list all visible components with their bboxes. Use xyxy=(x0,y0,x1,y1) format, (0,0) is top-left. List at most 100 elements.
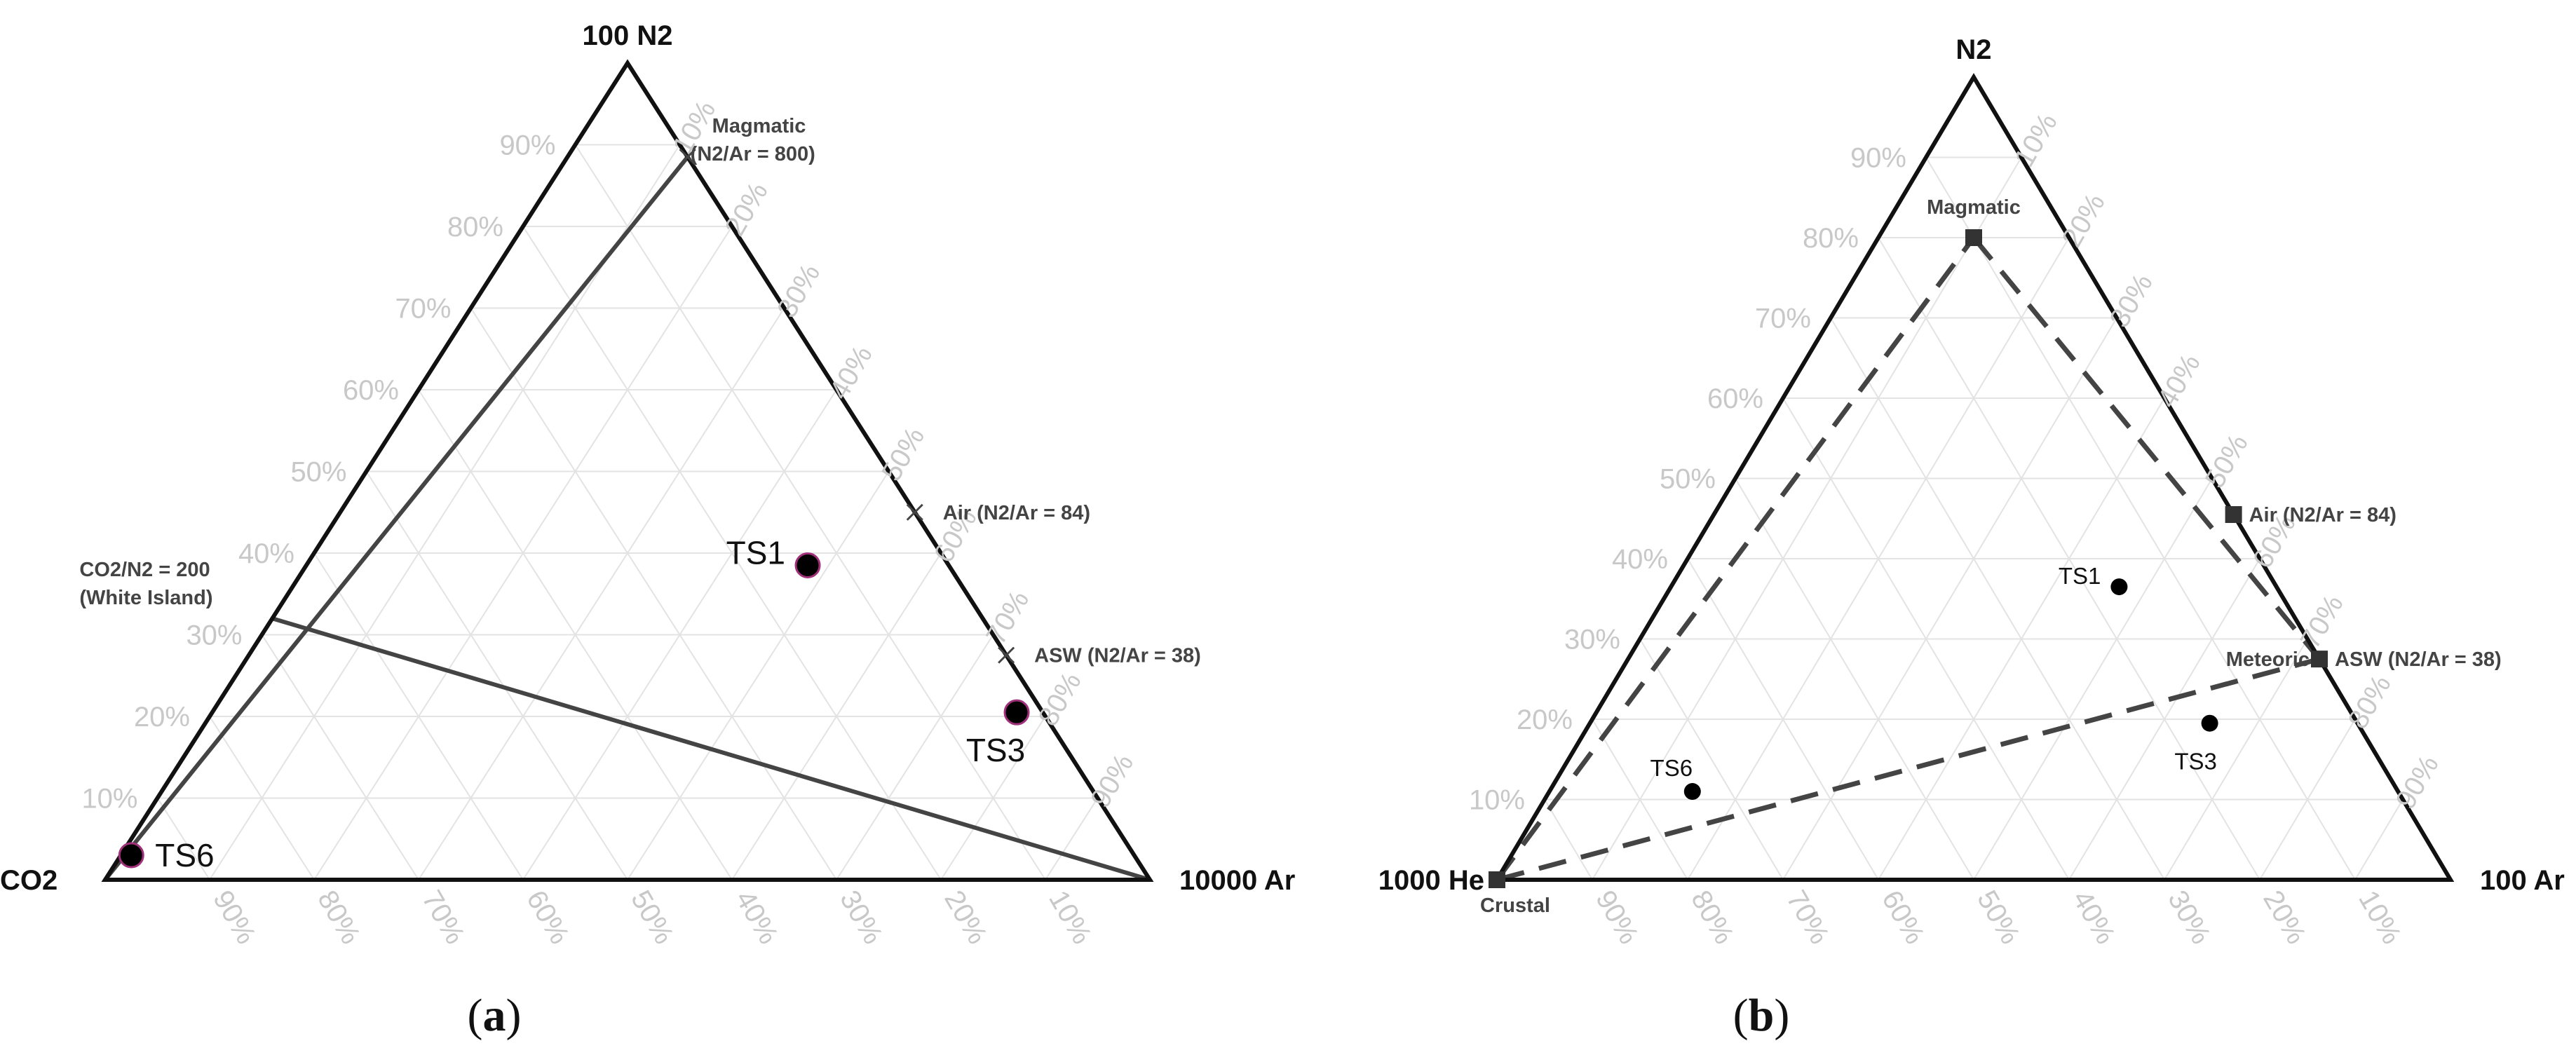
endmember-marker: Crustal xyxy=(1480,871,1550,917)
mixing-lines-b xyxy=(1495,236,2321,883)
tick-label-left: 40% xyxy=(1612,544,1668,575)
sample-marker xyxy=(2110,578,2128,596)
marker-label-line: (N2/Ar = 800) xyxy=(691,143,815,165)
grid-line xyxy=(470,307,837,880)
co2-n2-label: CO2/N2 = 200 (White Island) xyxy=(79,559,212,609)
reference-marker: Magmatic (N2/Ar = 800) xyxy=(679,115,815,166)
tick-label-right: 40% xyxy=(2152,349,2206,413)
vertex-label-top-b: N2 xyxy=(1955,34,1991,65)
magmatic-mixing-line xyxy=(103,156,690,881)
tick-labels-b: 10% 10% 10% 20% 20% 20% 30% 30% 30% 40% 40% 40% 50% 5… xyxy=(1469,108,2445,949)
grid-line xyxy=(156,797,210,880)
tick-label-bottom: 60% xyxy=(520,885,575,949)
sample-marker xyxy=(2201,714,2218,732)
cross-marker xyxy=(679,148,696,166)
endmember-markers-b: Magmatic Air (N2/Ar = 84) ASW (N2/Ar = 38)… xyxy=(1480,196,2502,917)
tick-label-left: 80% xyxy=(1803,223,1859,254)
sample-point: TS6 xyxy=(1650,755,1701,801)
tick-label-bottom: 80% xyxy=(311,885,366,949)
marker-label: ASW (N2/Ar = 38) xyxy=(1034,645,1201,667)
tick-label-right: 40% xyxy=(824,341,879,404)
triangle-frame-a xyxy=(101,59,1154,882)
grid-line xyxy=(1592,156,2022,880)
grid-line xyxy=(1592,719,1688,880)
tick-label-left: 50% xyxy=(290,457,346,488)
sample-label: TS6 xyxy=(1650,755,1693,781)
sample-label: TS1 xyxy=(2059,563,2101,589)
tick-label-right: 30% xyxy=(2104,268,2159,332)
grid-line xyxy=(836,634,994,880)
marker-label-line: Magmatic xyxy=(712,115,806,137)
tick-label-left: 70% xyxy=(1755,304,1811,334)
tick-label-left: 10% xyxy=(81,784,137,815)
tick-label-left: 80% xyxy=(447,212,503,243)
tick-label-right: 30% xyxy=(771,259,826,322)
reference-marker: ASW (N2/Ar = 38) xyxy=(998,645,1201,667)
tick-label-left: 30% xyxy=(186,620,242,651)
sample-point: TS6 xyxy=(118,837,215,873)
tick-label-bottom: 30% xyxy=(834,885,888,949)
mixing-lines-a: CO2/N2 = 200 (White Island) xyxy=(79,156,1151,882)
endmember-marker: Air (N2/Ar = 84) xyxy=(2225,504,2397,526)
reference-marker: Air (N2/Ar = 84) xyxy=(906,502,1090,524)
tick-label-left: 50% xyxy=(1660,464,1716,495)
tick-label-left: 20% xyxy=(134,702,190,733)
sample-point: TS1 xyxy=(2059,563,2128,596)
ternary-panel-a: CO2/N2 = 200 (White Island) 10%10%10%20%2… xyxy=(0,20,1295,1041)
grid-line xyxy=(1639,638,1784,880)
tick-label-bottom: 80% xyxy=(1685,885,1740,949)
square-marker xyxy=(2225,506,2242,524)
tick-label-left: 30% xyxy=(1564,625,1620,655)
panel-caption-a: (a) xyxy=(468,990,522,1041)
sample-marker xyxy=(118,842,144,869)
tick-label-bottom: 30% xyxy=(2162,885,2216,949)
endmember-label: Crustal xyxy=(1480,894,1550,917)
grid-a xyxy=(156,144,1099,880)
square-marker xyxy=(1489,871,1505,888)
grid-line xyxy=(1735,477,1974,880)
tick-label-right: 10% xyxy=(2009,108,2063,172)
grid-line xyxy=(1973,477,2213,880)
vertex-label-top-a: 100 N2 xyxy=(583,20,673,51)
grid-line xyxy=(731,552,942,880)
co2-n2-line xyxy=(271,616,1151,882)
vertex-label-right-b: 100 Ar xyxy=(2480,865,2565,896)
endmember-label: Air (N2/Ar = 84) xyxy=(2249,504,2397,526)
cross-marker xyxy=(906,503,923,521)
ternary-panel-b: 10% 10% 10% 20% 20% 20% 30% 30% 30% 40% 40% 40% 50% 5… xyxy=(1378,34,2565,1041)
tick-label-right: 50% xyxy=(876,422,930,486)
grid-line xyxy=(261,634,419,880)
grid-line xyxy=(2164,638,2308,880)
grid-line xyxy=(1925,156,2356,880)
sample-points-b: TS1 TS3 TS6 xyxy=(1650,563,2218,801)
vertex-label-left-a: CO2 xyxy=(0,865,57,896)
marker-label: Magmatic (N2/Ar = 800) xyxy=(691,115,815,165)
grid-line xyxy=(940,716,1046,880)
tick-label-right: 20% xyxy=(719,177,774,241)
endmember-label: ASW (N2/Ar = 38) xyxy=(2335,648,2502,671)
tick-label-left: 40% xyxy=(238,538,294,569)
tick-label-right: 50% xyxy=(2199,429,2254,493)
tick-label-right: 80% xyxy=(1033,667,1087,731)
dashed-mixing-line xyxy=(1972,236,2321,661)
cross-marker xyxy=(998,646,1015,664)
tick-label-right: 90% xyxy=(2390,750,2445,814)
grid-line xyxy=(313,552,524,880)
endmember-marker: ASW (N2/Ar = 38) xyxy=(2311,648,2502,671)
co2-n2-label-line: (White Island) xyxy=(79,587,212,609)
grid-line xyxy=(1782,317,2117,880)
tick-label-left: 90% xyxy=(499,130,555,161)
sample-label: TS1 xyxy=(726,534,785,571)
sample-marker xyxy=(1683,783,1701,801)
tick-label-bottom: 40% xyxy=(2066,885,2121,949)
triangle-frame-b xyxy=(1493,73,2455,882)
sample-points-a: TS1 TS3 TS6 xyxy=(118,534,1030,873)
reference-markers-a: Air (N2/Ar = 84) ASW (N2/Ar = 38) Magmatic… xyxy=(679,115,1201,667)
sample-label: TS3 xyxy=(2174,749,2217,775)
grid-line xyxy=(365,470,628,880)
tick-label-left: 70% xyxy=(395,294,451,325)
grid-line xyxy=(2259,719,2356,880)
tick-label-bottom: 40% xyxy=(729,885,784,949)
tick-label-right: 70% xyxy=(980,585,1035,649)
